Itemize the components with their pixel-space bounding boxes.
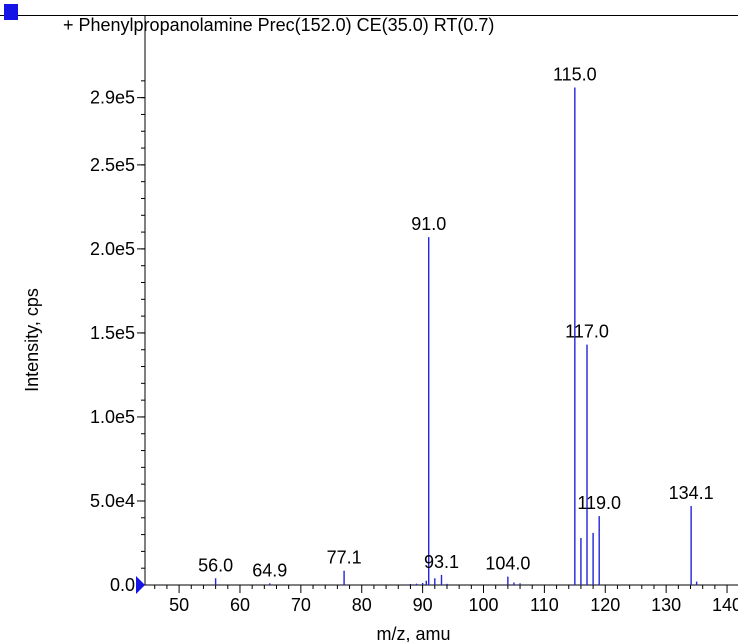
peak-label: 134.1	[669, 483, 714, 503]
y-tick-label: 1.5e5	[90, 323, 135, 343]
peak-label: 77.1	[327, 548, 362, 568]
peak-label: 117.0	[565, 322, 609, 342]
zero-marker-icon	[136, 576, 145, 594]
peak-label: 115.0	[553, 65, 597, 85]
x-tick-label: 130	[651, 595, 681, 615]
x-tick-label: 110	[530, 595, 559, 615]
header-rule	[0, 15, 738, 16]
y-tick-label: 5.0e4	[90, 491, 135, 511]
peak-label: 93.1	[424, 552, 459, 572]
x-tick-label: 60	[230, 595, 250, 615]
x-axis-title: m/z, amu	[376, 624, 450, 642]
spectrum-title: + Phenylpropanolamine Prec(152.0) CE(35.…	[63, 15, 495, 35]
peak-label: 119.0	[577, 493, 621, 513]
y-tick-label: 2.0e5	[90, 239, 135, 259]
peak-label: 104.0	[485, 554, 530, 574]
x-tick-label: 80	[352, 595, 372, 615]
x-tick-label: 120	[590, 595, 620, 615]
x-tick-label: 100	[468, 595, 498, 615]
y-tick-label: 0.0	[110, 575, 135, 595]
x-tick-label: 50	[169, 595, 189, 615]
peak-label: 91.0	[411, 214, 446, 234]
x-tick-label: 90	[413, 595, 433, 615]
peak-label: 64.9	[252, 560, 287, 580]
y-tick-label: 2.9e5	[90, 88, 135, 108]
legend-color-marker	[4, 4, 18, 20]
x-tick-label: 70	[291, 595, 311, 615]
y-tick-label: 1.0e5	[90, 407, 135, 427]
x-tick-label: 140	[712, 595, 738, 615]
peak-label: 56.0	[198, 555, 233, 575]
y-tick-label: 2.5e5	[90, 155, 135, 175]
y-axis-title: Intensity, cps	[22, 288, 42, 392]
